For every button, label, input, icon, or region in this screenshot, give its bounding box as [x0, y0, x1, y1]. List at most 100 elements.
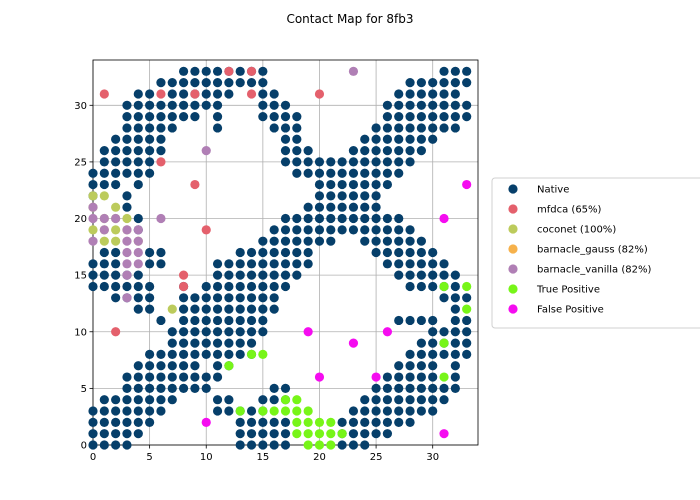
- native-point: [405, 78, 415, 88]
- native-point: [145, 372, 155, 382]
- native-point: [235, 429, 245, 439]
- native-point: [190, 338, 200, 348]
- native-point: [416, 315, 426, 326]
- native-point: [371, 202, 381, 212]
- native-point: [439, 293, 449, 303]
- native-point: [439, 123, 449, 133]
- native-point: [439, 112, 449, 122]
- native-point: [145, 134, 155, 144]
- native-point: [382, 123, 393, 133]
- native-point: [371, 123, 381, 133]
- native-point: [405, 236, 415, 246]
- native-point: [178, 315, 189, 326]
- native-point: [462, 315, 472, 326]
- x-tick-label: 5: [146, 452, 152, 463]
- native-point: [122, 157, 132, 167]
- native-point: [394, 168, 404, 178]
- native-point: [235, 293, 245, 303]
- native-point: [122, 134, 132, 144]
- y-tick-label: 10: [74, 327, 87, 338]
- native-point: [348, 179, 359, 190]
- false-positive-point: [371, 372, 381, 382]
- native-point: [133, 372, 143, 382]
- native-point: [348, 225, 359, 235]
- native-point: [394, 361, 404, 371]
- true-positive-point: [258, 406, 268, 416]
- native-point: [292, 157, 302, 167]
- native-point: [405, 270, 415, 280]
- native-point: [88, 440, 98, 450]
- native-point: [99, 247, 109, 258]
- native-point: [212, 406, 223, 416]
- native-point: [99, 406, 109, 416]
- true-positive-point: [292, 406, 302, 416]
- native-point: [382, 213, 393, 224]
- native-point: [382, 372, 393, 382]
- native-point: [224, 281, 234, 292]
- mfdca-65-point: [111, 327, 121, 337]
- native-point: [405, 383, 415, 393]
- native-point: [122, 417, 132, 427]
- coconet-100-point: [167, 304, 177, 314]
- native-point: [201, 66, 211, 76]
- native-point: [212, 281, 223, 292]
- y-tick-label: 25: [74, 157, 87, 168]
- native-point: [178, 361, 189, 371]
- native-point: [348, 429, 359, 439]
- y-tick-label: 20: [74, 214, 87, 225]
- native-point: [145, 395, 155, 405]
- false-positive-point: [439, 429, 449, 439]
- native-point: [145, 406, 155, 416]
- native-point: [405, 247, 415, 258]
- native-point: [133, 281, 143, 292]
- native-point: [133, 406, 143, 416]
- native-point: [416, 372, 426, 382]
- native-point: [201, 304, 211, 314]
- native-point: [280, 270, 291, 280]
- true-positive-point: [280, 395, 291, 405]
- false-positive-point: [462, 179, 472, 190]
- barnacle-vanilla-82-point: [133, 247, 143, 258]
- native-point: [314, 191, 325, 201]
- native-point: [258, 78, 268, 88]
- native-point: [99, 179, 109, 190]
- native-point: [122, 383, 132, 393]
- native-point: [190, 315, 200, 326]
- native-point: [462, 66, 472, 76]
- native-point: [235, 327, 245, 337]
- native-point: [416, 112, 426, 122]
- native-point: [122, 100, 132, 110]
- native-point: [88, 270, 98, 280]
- native-point: [224, 293, 234, 303]
- native-point: [337, 417, 347, 427]
- native-point: [428, 338, 438, 348]
- native-point: [235, 259, 245, 269]
- native-point: [133, 429, 143, 439]
- native-point: [462, 338, 472, 348]
- native-point: [133, 417, 143, 427]
- native-point: [212, 259, 223, 269]
- native-point: [269, 383, 279, 393]
- true-positive-point: [292, 395, 302, 405]
- native-point: [292, 168, 302, 178]
- native-point: [428, 406, 438, 416]
- true-positive-point: [326, 417, 336, 427]
- native-point: [111, 406, 121, 416]
- true-positive-point: [246, 349, 257, 360]
- native-point: [439, 349, 449, 360]
- native-point: [371, 383, 381, 393]
- native-point: [258, 395, 268, 405]
- native-point: [416, 383, 426, 393]
- native-point: [280, 112, 291, 122]
- native-point: [416, 78, 426, 88]
- coconet-100-point: [99, 236, 109, 246]
- native-point: [269, 417, 279, 427]
- native-point: [360, 179, 370, 190]
- native-point: [280, 383, 291, 393]
- axes: 0 5 10 15 20 25 30 0 5 10 15 20 25 30: [74, 59, 479, 463]
- native-point: [269, 440, 279, 450]
- native-point: [111, 247, 121, 258]
- native-point: [450, 89, 460, 99]
- native-point: [156, 134, 166, 144]
- native-point: [450, 78, 460, 88]
